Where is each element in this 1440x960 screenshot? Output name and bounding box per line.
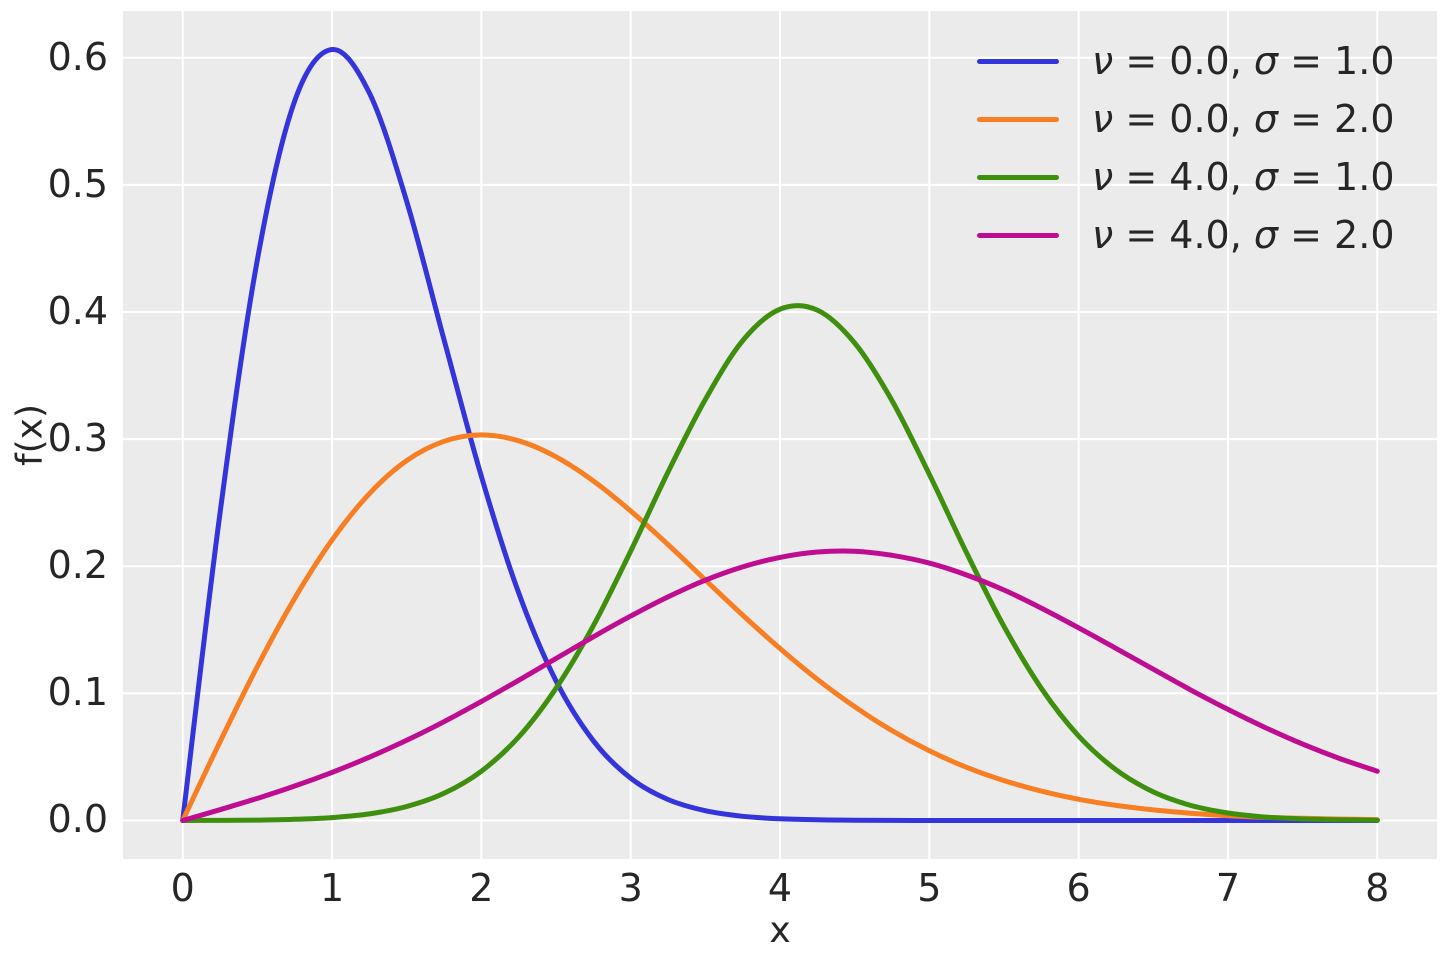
y-axis-label: f(x): [9, 403, 51, 467]
legend-line-swatch: [977, 58, 1059, 64]
y-tick-label: 0.2: [47, 543, 108, 588]
x-tick-label: 6: [1066, 866, 1091, 910]
x-tick-label: 5: [917, 866, 942, 910]
legend-label: ν = 0.0, σ = 1.0: [1092, 39, 1395, 83]
y-tick-label: 0.0: [47, 797, 108, 842]
legend-label: ν = 4.0, σ = 2.0: [1092, 213, 1395, 257]
legend-item: ν = 4.0, σ = 1.0: [977, 148, 1395, 206]
legend-label: ν = 4.0, σ = 1.0: [1092, 155, 1395, 199]
x-tick-label: 8: [1365, 866, 1390, 910]
curves: [180, 47, 1380, 823]
y-tick-label: 0.5: [47, 161, 108, 206]
legend-item: ν = 0.0, σ = 1.0: [977, 32, 1395, 90]
curve-series-1: [180, 432, 1380, 823]
legend-label: ν = 0.0, σ = 2.0: [1092, 97, 1395, 141]
legend: ν = 0.0, σ = 1.0 ν = 0.0, σ = 2.0 ν = 4.0,…: [977, 32, 1395, 264]
x-tick-label: 3: [618, 866, 643, 910]
x-axis-label: x: [769, 910, 791, 951]
legend-item: ν = 0.0, σ = 2.0: [977, 90, 1395, 148]
legend-line-swatch: [977, 174, 1059, 180]
curve-series-3: [180, 548, 1380, 823]
y-tick-label: 0.3: [47, 416, 108, 461]
y-tick-label: 0.1: [47, 670, 108, 715]
x-tick-label: 4: [767, 866, 793, 910]
legend-line-swatch: [977, 116, 1059, 122]
curve-series-0: [180, 47, 1380, 823]
y-tick-label: 0.6: [47, 34, 108, 79]
curve-series-2: [180, 303, 1380, 823]
x-tick-label: 7: [1215, 866, 1241, 910]
legend-item: ν = 4.0, σ = 2.0: [977, 206, 1395, 264]
legend-line-swatch: [977, 232, 1059, 238]
x-tick-label: 2: [469, 866, 494, 910]
y-tick-label: 0.4: [47, 289, 108, 334]
x-tick-label: 0: [170, 866, 195, 910]
x-tick-label: 1: [319, 866, 345, 910]
